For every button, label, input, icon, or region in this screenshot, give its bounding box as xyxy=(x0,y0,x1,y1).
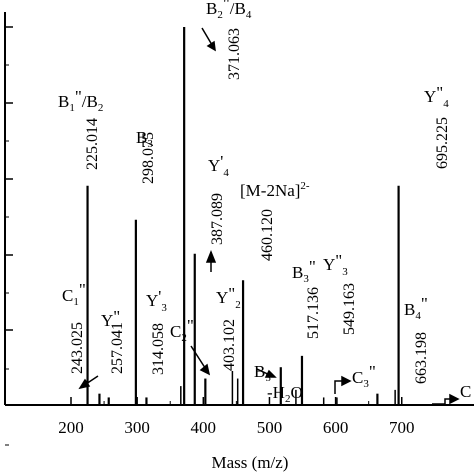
peak-mass-label: 298.075 xyxy=(140,132,157,184)
annotation-arrows xyxy=(78,27,460,405)
ion-label-b3: B3 xyxy=(136,128,153,150)
peak-mass-label: 314.058 xyxy=(150,323,167,375)
arrow-head-c2 xyxy=(199,363,211,376)
peak-mass-label: 549.163 xyxy=(341,283,358,335)
arrow-head-b5 xyxy=(264,369,277,378)
x-tick-label: 200 xyxy=(58,418,84,437)
ion-label-m-2na: [M-2Na]2- xyxy=(240,180,310,200)
ion-label-b1-b2: B1"/B2 xyxy=(58,87,103,114)
x-axis-title: Mass (m/z) xyxy=(212,453,289,472)
ion-label-y3-prime: Y'3 xyxy=(146,287,167,314)
ion-label-b3-double-prime: B3" xyxy=(292,257,316,285)
ion-label-h2o-loss: -H2O xyxy=(267,383,303,405)
arrow-head-b2-b4 xyxy=(206,40,216,52)
x-tick-label: 700 xyxy=(389,418,415,437)
x-tick-label: 300 xyxy=(124,418,150,437)
x-tick-label: 500 xyxy=(257,418,283,437)
ion-annotations: B1"/B2 B2"/B4 B3 Y'4 [M-2Na]2- Y"2 Y'3 C… xyxy=(58,0,471,405)
peak-mass-label: 387.089 xyxy=(209,193,226,245)
peak-mass-label: 517.136 xyxy=(305,287,322,339)
x-tick-labels: 200 300 400 500 600 700 xyxy=(58,418,414,437)
arrow-head-y1 xyxy=(78,378,91,390)
ion-label-b5: B5 xyxy=(254,362,271,384)
peaks xyxy=(86,27,400,405)
arrow-head-c-cut xyxy=(449,393,460,405)
ion-label-b4-double-prime: B4" xyxy=(404,294,428,322)
peak-mass-label: 403.102 xyxy=(221,319,238,371)
ion-label-c3-double-prime: C3" xyxy=(352,362,376,390)
peak-mass-label: 371.063 xyxy=(226,28,243,80)
ion-label-c1-double-prime: C1" xyxy=(62,280,86,308)
peak-mass-label: 257.041 xyxy=(109,322,126,374)
x-tick-label: 600 xyxy=(323,418,349,437)
peak-mass-label: 663.198 xyxy=(413,332,430,384)
peak-mass-label: 460.120 xyxy=(259,209,276,261)
ion-label-b2-b4: B2"/B4 xyxy=(206,0,252,21)
ion-label-c2-double-prime: C2" xyxy=(170,316,194,344)
peak-mass-label: 243.025 xyxy=(69,322,86,374)
arrow-head-y4-prime xyxy=(205,249,217,263)
ion-label-y1-double-prime: Y" xyxy=(101,307,120,330)
peak-mass-label: 695.225 xyxy=(434,117,451,169)
ion-label-y3-double-prime: Y"3 xyxy=(323,251,348,278)
ion-label-y4-prime: Y'4 xyxy=(208,152,229,179)
ion-label-y2-double-prime: Y"2 xyxy=(216,284,241,311)
ion-label-y4-double-prime: Y"4 xyxy=(424,83,449,110)
arrow-head-c3 xyxy=(341,375,352,387)
peak-mass-label: 225.014 xyxy=(84,118,101,170)
mass-labels: 225.014 243.025 257.041 298.075 314.058 371.0… xyxy=(69,28,451,384)
ion-label-c-cut: C xyxy=(460,382,471,401)
x-tick-label: 400 xyxy=(191,418,217,437)
